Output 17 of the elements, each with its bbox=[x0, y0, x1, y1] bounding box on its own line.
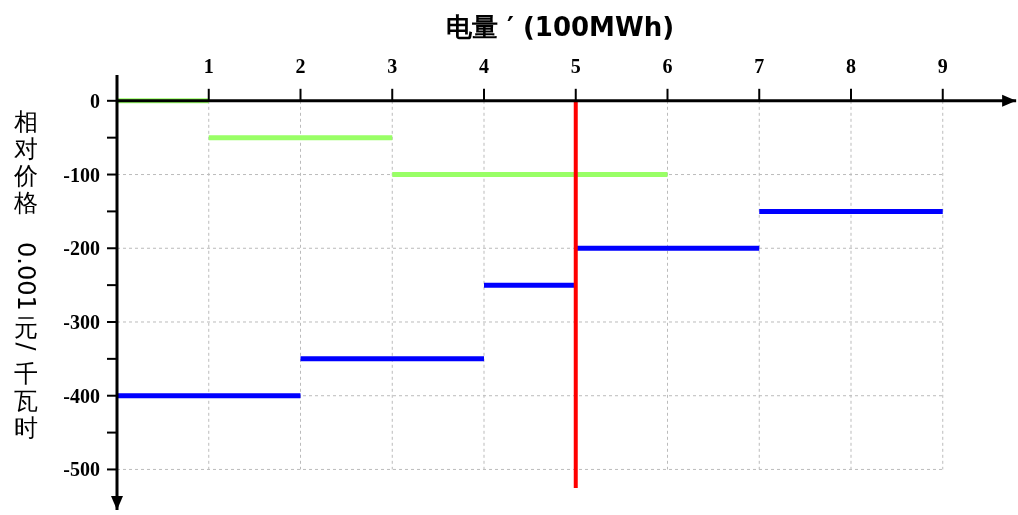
y-tick-label: -500 bbox=[63, 458, 100, 481]
y-tick-label: 0 bbox=[90, 89, 100, 112]
y-tick-label: -400 bbox=[63, 384, 100, 407]
x-tick-label: 2 bbox=[295, 54, 306, 77]
y-tick-label: -100 bbox=[63, 163, 100, 186]
x-tick-label: 5 bbox=[570, 54, 581, 77]
x-tick-label: 9 bbox=[937, 54, 948, 77]
x-tick-label: 3 bbox=[387, 54, 398, 77]
x-tick-label: 1 bbox=[203, 54, 214, 77]
y-tick-label: -300 bbox=[63, 310, 100, 333]
x-axis-title: 电量 ′ (100MWh) bbox=[445, 12, 675, 42]
x-tick-label: 8 bbox=[846, 54, 856, 77]
y-axis-title: 相对价格 0.001元/千瓦时 bbox=[12, 108, 40, 442]
x-tick-label: 4 bbox=[479, 54, 489, 77]
x-tick-label: 7 bbox=[754, 54, 765, 77]
y-tick-label: -200 bbox=[63, 237, 100, 260]
x-tick-label: 6 bbox=[662, 54, 673, 77]
